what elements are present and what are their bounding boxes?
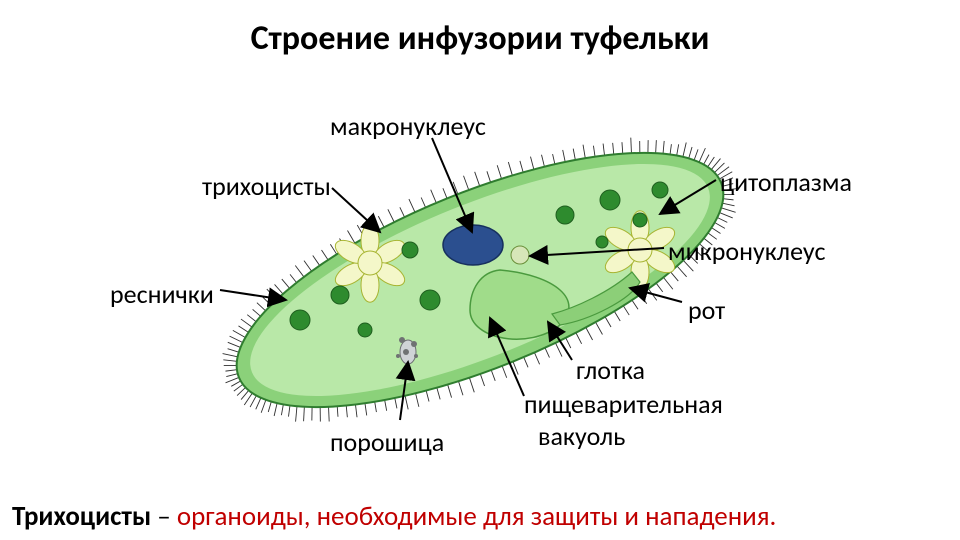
label-micronucleus: микронуклеус bbox=[668, 235, 826, 267]
label-cilia: реснички bbox=[110, 278, 214, 310]
food-vacuole-7 bbox=[633, 213, 647, 227]
arrow-cilia bbox=[220, 290, 286, 300]
food-vacuole-8 bbox=[652, 182, 668, 198]
label-cytoproct: порошица bbox=[330, 426, 444, 458]
food-vacuole-2 bbox=[358, 323, 372, 337]
arrow-trichocysts bbox=[332, 188, 380, 232]
label-pharynx: глотка bbox=[576, 354, 645, 386]
food-vacuole-1 bbox=[331, 286, 349, 304]
label-vacuole: вакуоль bbox=[538, 420, 625, 452]
food-vacuole-3 bbox=[402, 242, 418, 258]
micronucleus bbox=[511, 246, 529, 264]
footnote-term: Трихоцисты bbox=[12, 500, 151, 533]
food-vacuole-9 bbox=[596, 236, 608, 248]
label-mouth: рот bbox=[688, 294, 725, 326]
footnote-dash: – bbox=[151, 500, 177, 533]
granule-3 bbox=[414, 354, 418, 358]
granule-2 bbox=[403, 349, 409, 355]
label-macronucleus: макронуклеус bbox=[330, 110, 486, 142]
food-vacuole-0 bbox=[290, 310, 310, 330]
footnote-definition: органоиды, необходимые для защиты и напа… bbox=[177, 500, 777, 533]
food-vacuole-4 bbox=[420, 290, 440, 310]
macronucleus bbox=[443, 225, 503, 265]
label-digestive: пищеварительная bbox=[524, 388, 723, 420]
food-vacuole-6 bbox=[600, 190, 620, 210]
label-cytoplasm: цитоплазма bbox=[720, 166, 852, 198]
footnote: Трихоцисты – органоиды, необходимые для … bbox=[12, 500, 932, 534]
food-vacuole-5 bbox=[556, 206, 574, 224]
granule-1 bbox=[411, 341, 417, 347]
granule-4 bbox=[396, 354, 400, 358]
diagram-svg bbox=[0, 0, 960, 540]
label-trichocysts: трихоцисты bbox=[202, 170, 331, 202]
granule-0 bbox=[399, 337, 405, 343]
